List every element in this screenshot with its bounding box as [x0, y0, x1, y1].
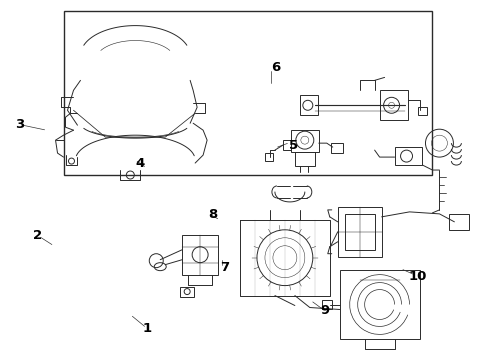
Bar [283, 140, 290, 150]
Bar [379, 90, 407, 120]
Bar [294, 152, 314, 166]
Bar [339, 270, 419, 339]
Text: 10: 10 [407, 270, 426, 283]
Bar [330, 143, 342, 153]
Bar [264, 153, 272, 161]
Bar [299, 95, 317, 115]
Bar [394, 147, 422, 165]
Text: 2: 2 [33, 229, 42, 242]
Text: 6: 6 [271, 60, 280, 73]
Text: 9: 9 [320, 305, 329, 318]
Bar [417, 107, 427, 115]
Text: 7: 7 [220, 261, 229, 274]
Text: 1: 1 [142, 322, 151, 335]
Bar [344, 214, 374, 250]
Bar [290, 130, 318, 152]
Text: 8: 8 [208, 208, 217, 221]
Bar [321, 300, 331, 310]
Bar [337, 207, 381, 257]
Bar [182, 235, 218, 275]
Bar [64, 12, 431, 175]
Text: 4: 4 [135, 157, 144, 170]
Text: 3: 3 [15, 118, 24, 131]
Bar [180, 287, 194, 297]
Text: 5: 5 [288, 139, 297, 152]
Bar [448, 214, 468, 230]
